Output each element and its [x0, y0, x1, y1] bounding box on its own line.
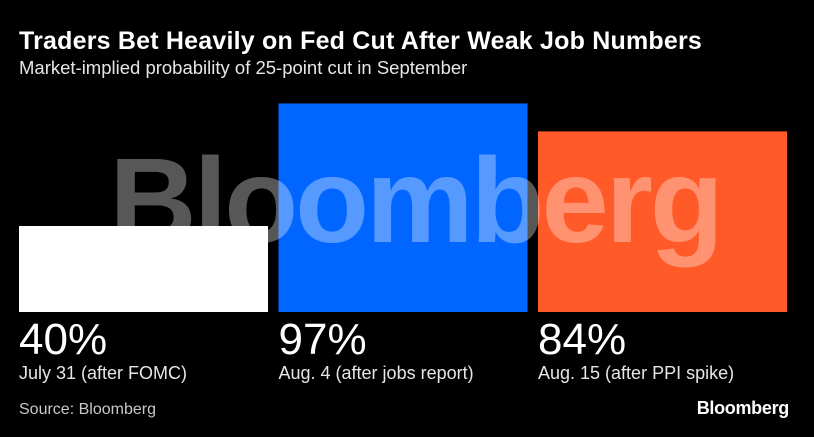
category-label-2: Aug. 4 (after jobs report) — [278, 363, 474, 383]
bar-3 — [538, 131, 787, 312]
chart-title: Traders Bet Heavily on Fed Cut After Wea… — [19, 27, 702, 55]
bloomberg-logo: Bloomberg — [696, 398, 790, 418]
value-label-2: 97% — [278, 315, 367, 364]
chart-subtitle: Market-implied probability of 25-point c… — [19, 57, 468, 78]
category-label-3: Aug. 15 (after PPI spike) — [538, 363, 735, 383]
category-label-1: July 31 (after FOMC) — [19, 363, 188, 383]
source-note: Source: Bloomberg — [19, 401, 156, 418]
value-label-3: 84% — [538, 315, 627, 364]
value-label-1: 40% — [19, 315, 108, 364]
bar-1 — [19, 226, 268, 312]
bar-2 — [278, 103, 528, 312]
